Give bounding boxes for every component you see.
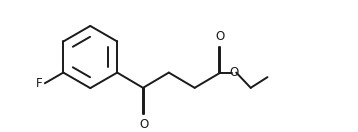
Text: O: O	[215, 30, 224, 43]
Text: F: F	[36, 77, 43, 90]
Text: O: O	[139, 118, 148, 131]
Text: O: O	[229, 66, 238, 79]
